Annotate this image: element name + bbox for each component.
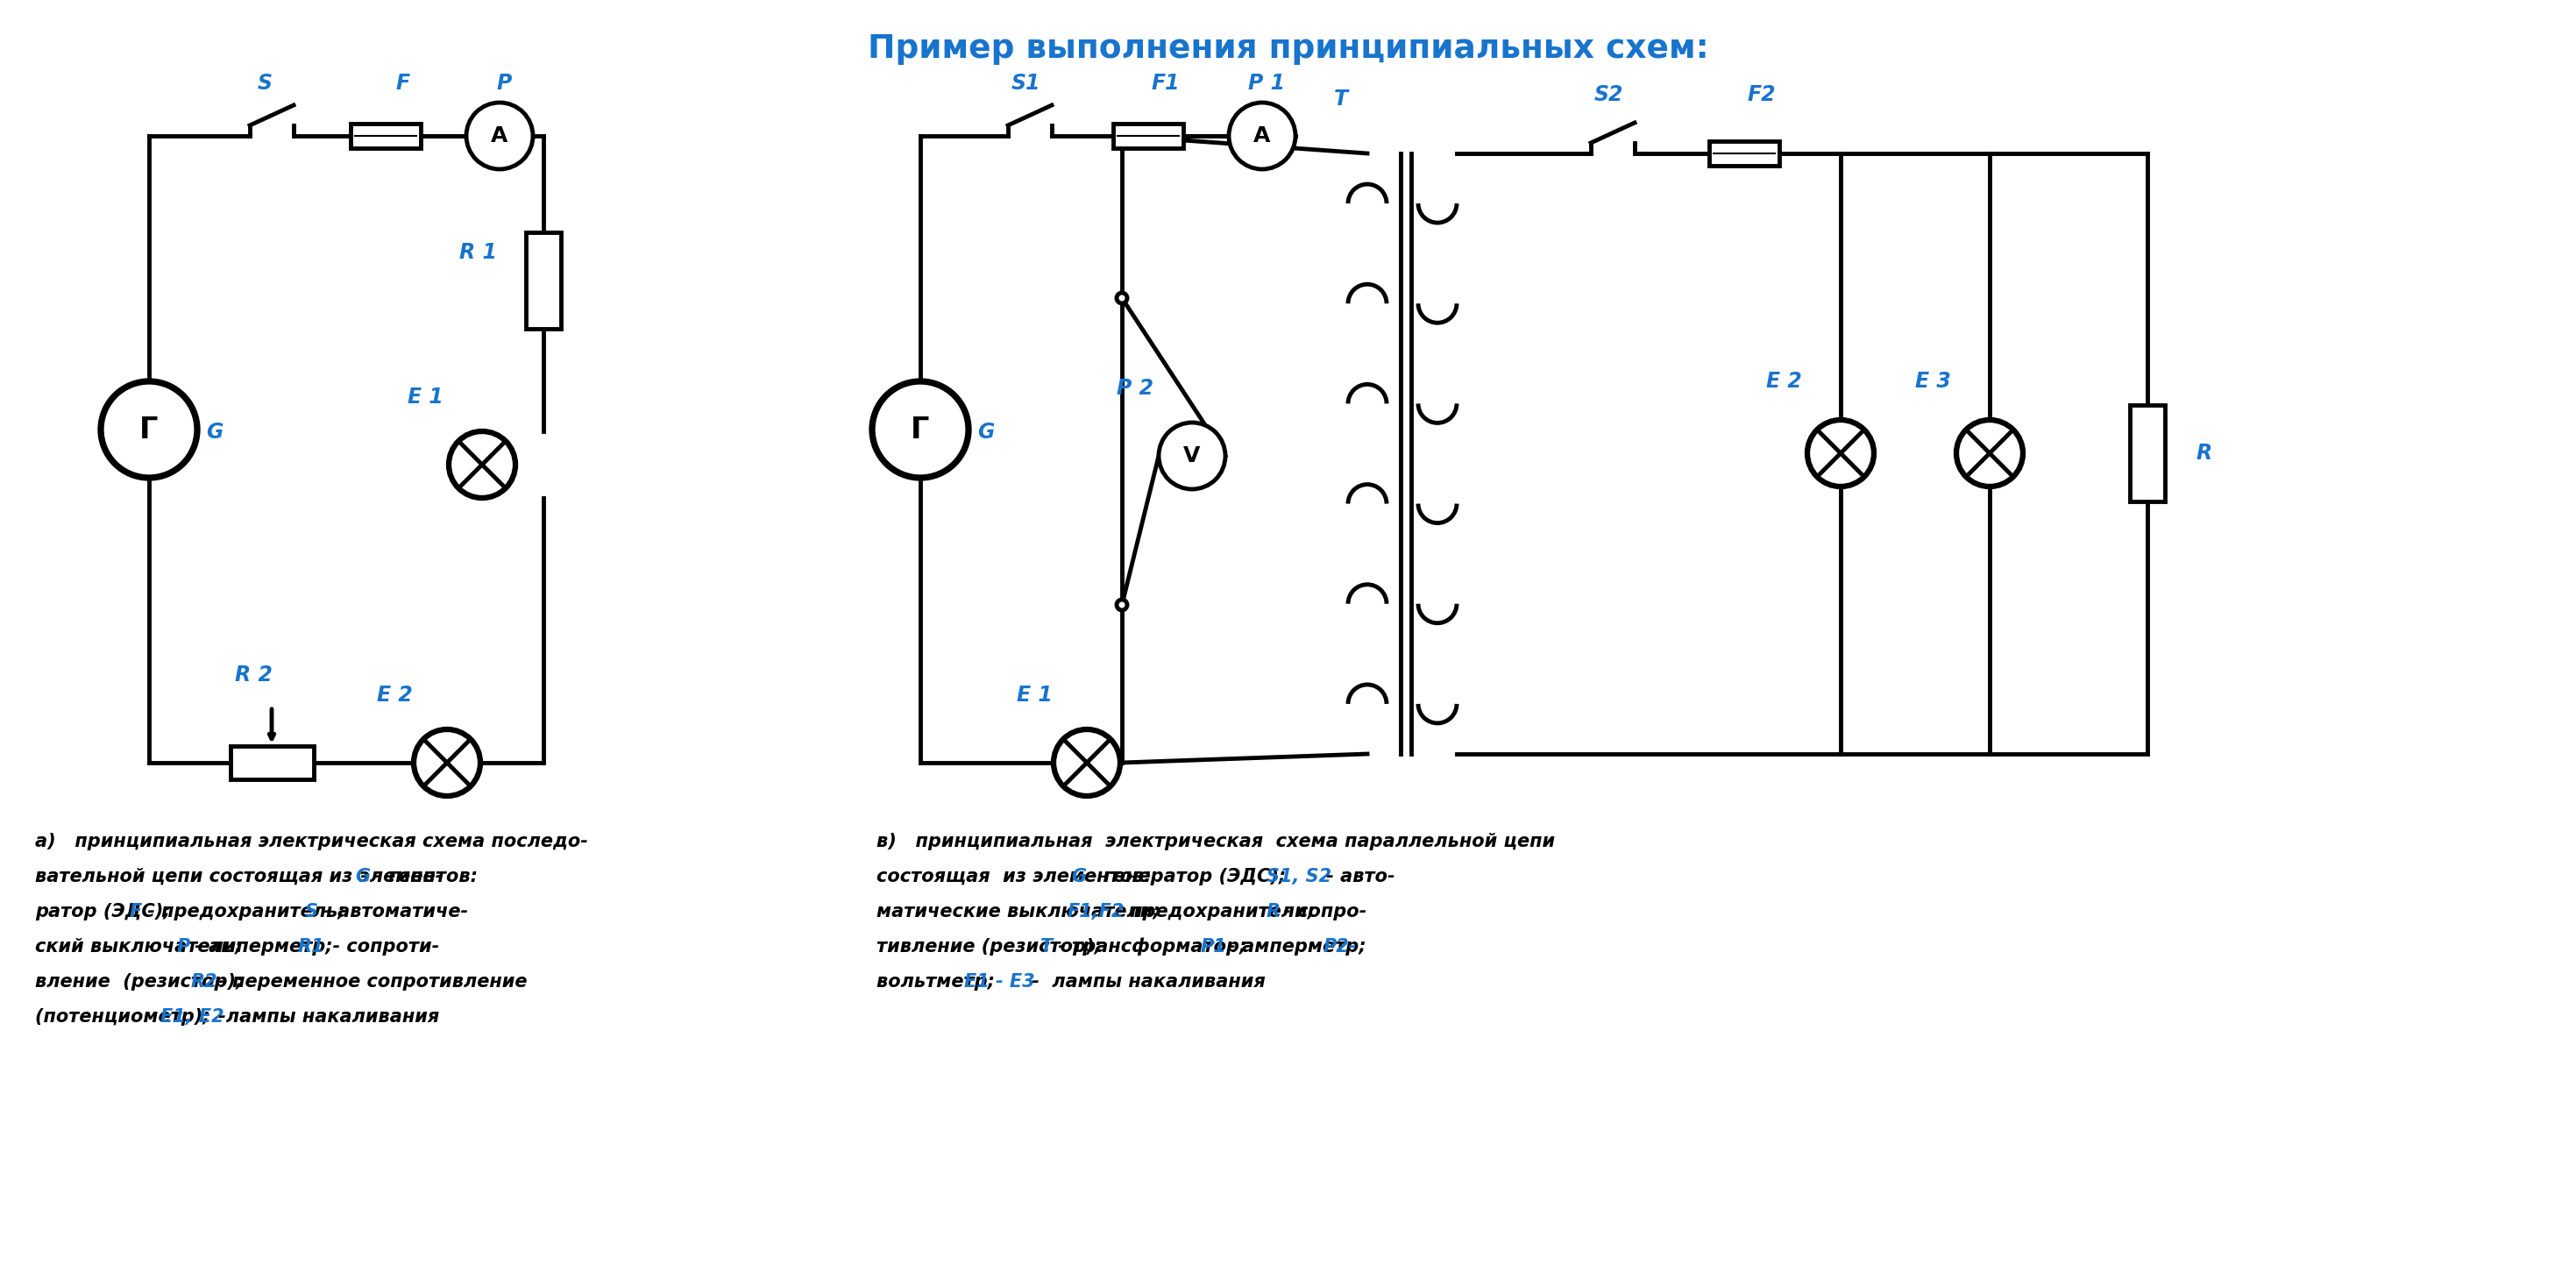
Text: Г: Г (912, 415, 930, 444)
Text: - амперметр;: - амперметр; (188, 939, 340, 955)
Text: E 1: E 1 (1018, 684, 1051, 706)
Text: - генератор (ЭДС);: - генератор (ЭДС); (1084, 868, 1298, 886)
Text: S: S (304, 903, 319, 921)
Bar (1113, 124, 1182, 148)
Text: ратор (ЭДС);: ратор (ЭДС); (36, 903, 178, 921)
Text: (потенциометр);: (потенциометр); (36, 1008, 216, 1026)
Text: - трансформатор;: - трансформатор; (1051, 939, 1252, 956)
Text: вательной цепи состоящая из элементов:: вательной цепи состоящая из элементов: (36, 868, 484, 886)
Text: E 2: E 2 (376, 684, 412, 706)
Bar (229, 746, 314, 779)
Text: P1: P1 (1200, 939, 1226, 955)
Text: А: А (1255, 125, 1270, 147)
Text: матические выключатели;: матические выключатели; (876, 903, 1167, 921)
Text: E 1: E 1 (407, 387, 443, 407)
Text: тивление (резистор);: тивление (резистор); (876, 939, 1108, 955)
Text: - автоматиче-: - автоматиче- (317, 903, 469, 921)
Text: S1: S1 (1010, 73, 1041, 94)
Bar (350, 124, 420, 148)
Bar (2130, 405, 2164, 501)
Text: E1 - E3: E1 - E3 (963, 973, 1036, 990)
Circle shape (1808, 420, 1873, 487)
Circle shape (1115, 600, 1128, 610)
Text: P2-: P2- (1324, 939, 1358, 955)
Text: - амперметр;: - амперметр; (1221, 939, 1373, 955)
Text: -  лампы накаливания: - лампы накаливания (1025, 973, 1265, 990)
Text: R: R (2195, 443, 2213, 464)
Text: G: G (976, 421, 994, 443)
Text: F: F (397, 73, 410, 94)
Circle shape (466, 102, 533, 170)
Text: - сопроти-: - сопроти- (319, 939, 440, 955)
Text: V: V (1182, 445, 1200, 467)
Text: в)   принципиальная  электрическая  схема параллельной цепи: в) принципиальная электрическая схема па… (876, 832, 1556, 850)
Circle shape (1159, 423, 1226, 490)
Text: G: G (355, 868, 371, 886)
Bar (1708, 142, 1780, 166)
Text: R 2: R 2 (234, 664, 273, 686)
Text: G: G (1072, 868, 1087, 886)
Text: состоящая  из элементов:: состоящая из элементов: (876, 868, 1157, 886)
Text: P 1: P 1 (1247, 73, 1285, 94)
Text: F: F (129, 903, 142, 921)
Text: - предохранители;: - предохранители; (1110, 903, 1321, 921)
Text: - переменное сопротивление: - переменное сопротивление (211, 973, 528, 990)
Text: - предохранитель;: - предохранитель; (142, 903, 350, 921)
Text: R2: R2 (191, 973, 219, 990)
Text: R 1: R 1 (459, 242, 497, 263)
Circle shape (1955, 420, 2022, 487)
Text: S1, S2: S1, S2 (1267, 868, 1332, 886)
Text: Пример выполнения принципиальных схем:: Пример выполнения принципиальных схем: (868, 33, 1708, 65)
Text: - сопро-: - сопро- (1278, 903, 1368, 921)
Text: P: P (497, 73, 513, 94)
Text: а)   принципиальная электрическая схема последо-: а) принципиальная электрическая схема по… (36, 832, 587, 850)
Text: - авто-: - авто- (1319, 868, 1396, 886)
Text: -лампы накаливания: -лампы накаливания (211, 1008, 440, 1026)
Text: T: T (1334, 89, 1347, 110)
Text: R1: R1 (299, 939, 325, 955)
Circle shape (1115, 292, 1128, 304)
Circle shape (1229, 102, 1296, 170)
Circle shape (448, 431, 515, 498)
Text: А: А (492, 125, 507, 147)
Text: - гене-: - гене- (368, 868, 443, 886)
Bar (526, 233, 562, 329)
Text: P 2: P 2 (1115, 378, 1154, 398)
Text: S: S (258, 73, 273, 94)
Text: E1, E2: E1, E2 (160, 1008, 224, 1026)
Circle shape (100, 381, 198, 478)
Text: вление  (резистор);: вление (резистор); (36, 973, 250, 990)
Text: E 2: E 2 (1765, 371, 1801, 392)
Circle shape (1054, 730, 1121, 796)
Text: F2: F2 (1747, 85, 1775, 105)
Text: F1: F1 (1151, 73, 1180, 94)
Text: R: R (1267, 903, 1280, 921)
Text: P: P (178, 939, 191, 955)
Text: вольтметр;: вольтметр; (876, 973, 1002, 990)
Text: E 3: E 3 (1914, 371, 1950, 392)
Text: G: G (206, 421, 224, 443)
Text: T: T (1041, 939, 1054, 955)
Circle shape (415, 730, 479, 796)
Text: F1,F2: F1,F2 (1066, 903, 1126, 921)
Text: Г: Г (139, 415, 157, 444)
Circle shape (873, 381, 969, 478)
Text: S2: S2 (1595, 85, 1623, 105)
Text: ский выключатель;: ский выключатель; (36, 939, 250, 955)
